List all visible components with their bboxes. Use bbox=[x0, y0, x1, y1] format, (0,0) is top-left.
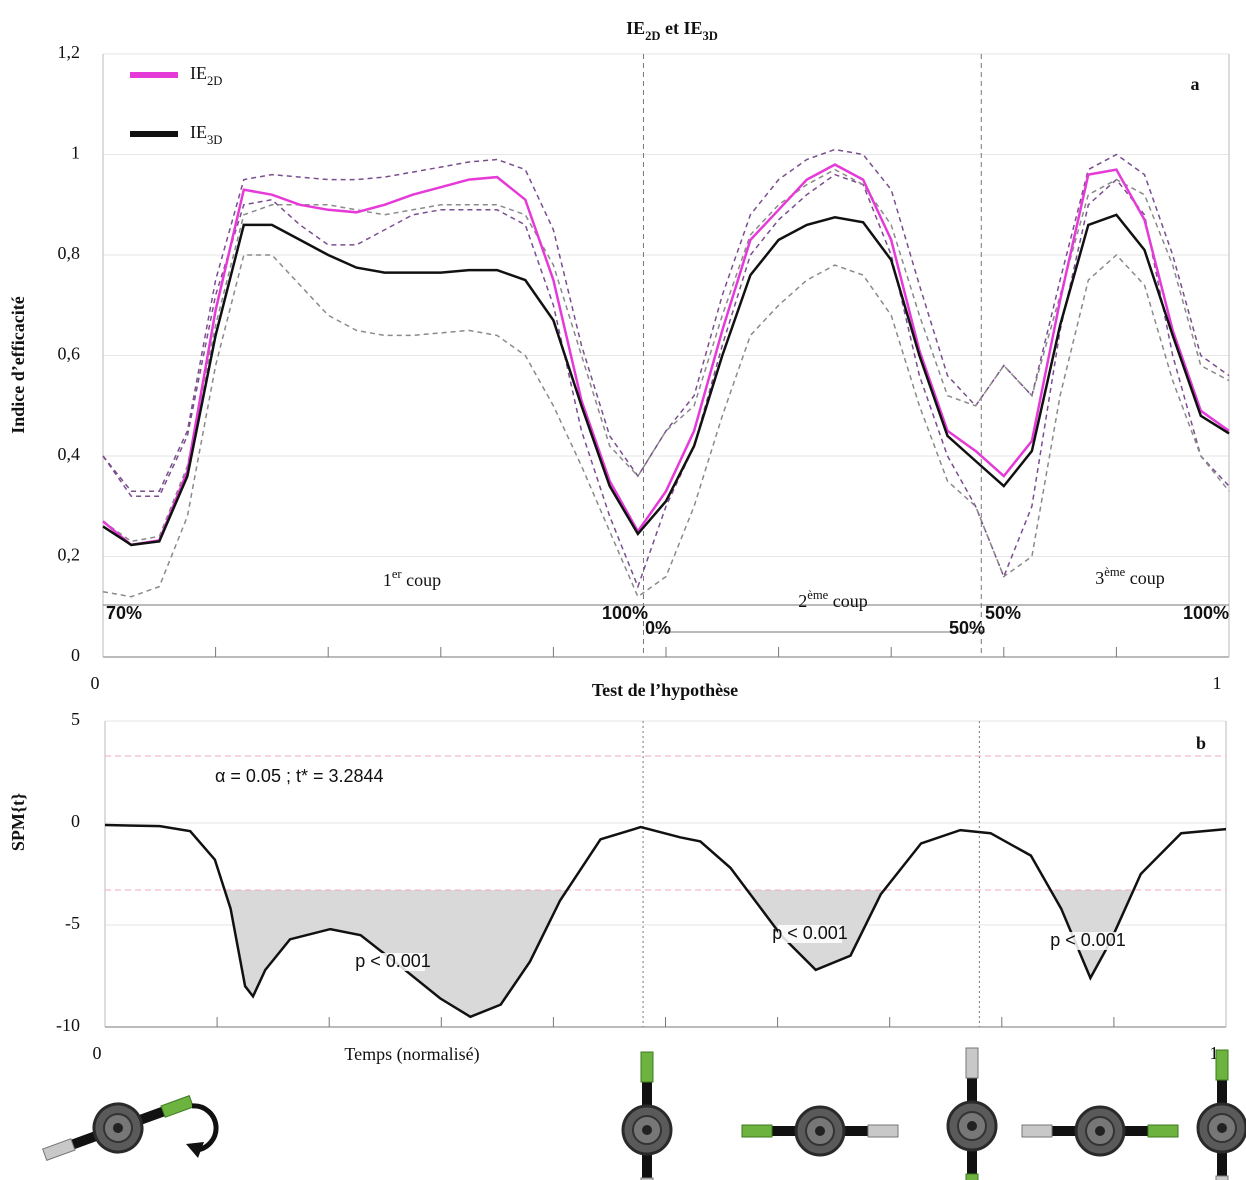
series-line bbox=[102, 163, 1230, 547]
p-label-bg bbox=[361, 953, 425, 971]
band-line bbox=[102, 253, 1230, 598]
phase-label: 70% bbox=[106, 603, 142, 623]
crank-icons bbox=[36, 1048, 1246, 1180]
chart-title: Test de l’hypothèse bbox=[592, 680, 738, 700]
crank-icon bbox=[948, 1048, 996, 1180]
threshold-label: α = 0.05 ; t* = 3.2844 bbox=[215, 766, 384, 786]
phase-label: 100% bbox=[602, 603, 648, 623]
band-line bbox=[102, 168, 1230, 543]
chart-title: IE2D et IE3D bbox=[626, 18, 718, 43]
legend-label: IE3D bbox=[190, 122, 222, 147]
crank-icon bbox=[623, 1052, 671, 1180]
spm-curve bbox=[104, 823, 1227, 1019]
y-tick-label: 0 bbox=[71, 645, 80, 665]
text-part: ème bbox=[1104, 565, 1125, 579]
y-tick-label: 5 bbox=[71, 709, 80, 729]
rotation-arrow-head bbox=[186, 1142, 204, 1158]
rotation-arrow bbox=[191, 1103, 219, 1153]
p-label: p < 0.001 bbox=[1050, 930, 1126, 950]
text-part: IE bbox=[190, 122, 207, 142]
text-part: 2D bbox=[207, 74, 222, 88]
x-tick-label: 0 bbox=[91, 673, 100, 693]
y-tick-label: 0,8 bbox=[58, 243, 81, 263]
x-axis-label: Temps (normalisé) bbox=[344, 1044, 479, 1065]
phase-label: 50% bbox=[985, 603, 1021, 623]
panel-label: b bbox=[1196, 733, 1206, 753]
text-part: coup bbox=[828, 591, 868, 611]
text-part: er bbox=[392, 567, 403, 581]
text-part: coup bbox=[1125, 568, 1165, 588]
crank-icon bbox=[36, 1079, 199, 1177]
text-part: 2D bbox=[645, 29, 660, 43]
phase-label: 50% bbox=[949, 618, 985, 638]
y-tick-label: -5 bbox=[65, 913, 80, 933]
phase-label: 0% bbox=[645, 618, 671, 638]
x-tick-label: 1 bbox=[1210, 1043, 1219, 1063]
crank-icon bbox=[742, 1107, 898, 1155]
text-part: et IE bbox=[661, 18, 703, 38]
y-tick-label: -10 bbox=[56, 1015, 80, 1035]
significant-region bbox=[105, 890, 1226, 1017]
y-tick-label: 0,2 bbox=[58, 545, 81, 565]
panel-label: a bbox=[1191, 74, 1200, 94]
text-part: 3 bbox=[1095, 568, 1104, 588]
y-axis-label: Indice d’efficacité bbox=[8, 296, 28, 433]
y-axis-label: SPM{t} bbox=[8, 793, 28, 851]
stroke-label: 1er coup bbox=[383, 567, 441, 590]
text-part: 2 bbox=[798, 591, 807, 611]
band-line bbox=[102, 148, 1230, 492]
x-tick-label: 1 bbox=[1213, 673, 1222, 693]
p-label: p < 0.001 bbox=[772, 923, 848, 943]
y-tick-label: 1,2 bbox=[58, 42, 81, 62]
p-label: p < 0.001 bbox=[355, 951, 431, 971]
x-tick-label: 0 bbox=[93, 1043, 102, 1063]
band-line bbox=[102, 173, 1230, 589]
y-tick-label: 0 bbox=[71, 811, 80, 831]
y-tick-label: 0,6 bbox=[58, 344, 81, 364]
y-tick-label: 0,4 bbox=[58, 444, 81, 464]
y-tick-label: 1 bbox=[71, 143, 80, 163]
text-part: IE bbox=[626, 18, 645, 38]
text-part: 3D bbox=[703, 29, 718, 43]
text-part: ème bbox=[807, 588, 828, 602]
stroke-label: 2ème coup bbox=[798, 588, 867, 611]
phase-label: 100% bbox=[1183, 603, 1229, 623]
text-part: coup bbox=[402, 570, 442, 590]
panel-b: -10 -5 0 5 0 1 Test de l’hypothèse SPM{t} Temps … bbox=[8, 680, 1227, 1065]
p-label-bg bbox=[778, 925, 842, 943]
crank-icon bbox=[1198, 1050, 1246, 1180]
text-part: 3D bbox=[207, 133, 222, 147]
crank-icon bbox=[1022, 1107, 1178, 1155]
legend-label: IE2D bbox=[190, 63, 222, 88]
stroke-label: 3ème coup bbox=[1095, 565, 1164, 588]
text-part: 1 bbox=[383, 570, 392, 590]
p-label-bg bbox=[1056, 932, 1120, 950]
text-part: IE bbox=[190, 63, 207, 83]
series-line bbox=[102, 213, 1230, 547]
